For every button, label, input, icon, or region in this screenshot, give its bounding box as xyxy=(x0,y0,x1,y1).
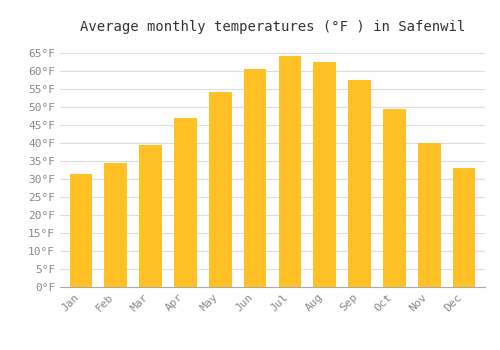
Bar xyxy=(174,118,197,287)
Bar xyxy=(244,69,266,287)
Bar xyxy=(418,143,440,287)
Bar xyxy=(314,62,336,287)
Bar xyxy=(383,108,406,287)
Bar xyxy=(209,92,232,287)
Bar xyxy=(383,108,406,287)
Bar xyxy=(104,163,127,287)
Bar xyxy=(453,168,475,287)
Bar xyxy=(418,143,440,287)
Bar xyxy=(70,174,92,287)
Bar xyxy=(140,145,162,287)
Bar xyxy=(278,56,301,287)
Bar xyxy=(244,69,266,287)
Bar xyxy=(140,145,162,287)
Bar xyxy=(209,92,232,287)
Bar xyxy=(314,62,336,287)
Bar xyxy=(348,80,371,287)
Title: Average monthly temperatures (°F ) in Safenwil: Average monthly temperatures (°F ) in Sa… xyxy=(80,20,465,34)
Bar xyxy=(348,80,371,287)
Bar xyxy=(70,174,92,287)
Bar xyxy=(174,118,197,287)
Bar xyxy=(104,163,127,287)
Bar xyxy=(453,168,475,287)
Bar xyxy=(278,56,301,287)
